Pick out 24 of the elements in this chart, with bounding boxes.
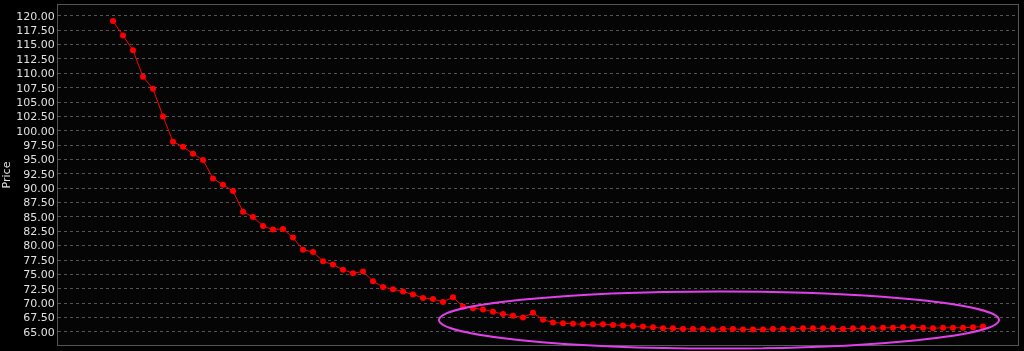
y-tick-label: 77.50 xyxy=(23,253,55,267)
y-axis-title: Price xyxy=(0,161,13,189)
y-tick-label: 100.00 xyxy=(16,124,55,138)
y-tick-label: 115.00 xyxy=(16,38,55,52)
y-tick-label: 80.00 xyxy=(23,239,55,253)
y-tick-label: 107.50 xyxy=(16,81,55,95)
y-tick-label: 87.50 xyxy=(23,196,55,210)
y-tick-label: 110.00 xyxy=(16,67,55,81)
y-tick-label: 95.00 xyxy=(23,153,55,167)
y-tick-label: 75.00 xyxy=(23,268,55,282)
y-tick-label: 67.50 xyxy=(23,311,55,325)
y-tick-label: 117.50 xyxy=(16,24,55,38)
y-tick-label: 65.00 xyxy=(23,325,55,339)
y-tick-label: 90.00 xyxy=(23,182,55,196)
y-tick-label: 92.50 xyxy=(23,167,55,181)
y-tick-label: 82.50 xyxy=(23,225,55,239)
y-tick-label: 112.50 xyxy=(16,52,55,66)
y-tick-label: 120.00 xyxy=(16,9,55,23)
y-tick-label: 97.50 xyxy=(23,138,55,152)
y-tick-label: 70.00 xyxy=(23,296,55,310)
y-tick-label: 102.50 xyxy=(16,110,55,124)
y-tick-label: 85.00 xyxy=(23,210,55,224)
y-tick-label: 105.00 xyxy=(16,95,55,109)
y-tick-label: 72.50 xyxy=(23,282,55,296)
